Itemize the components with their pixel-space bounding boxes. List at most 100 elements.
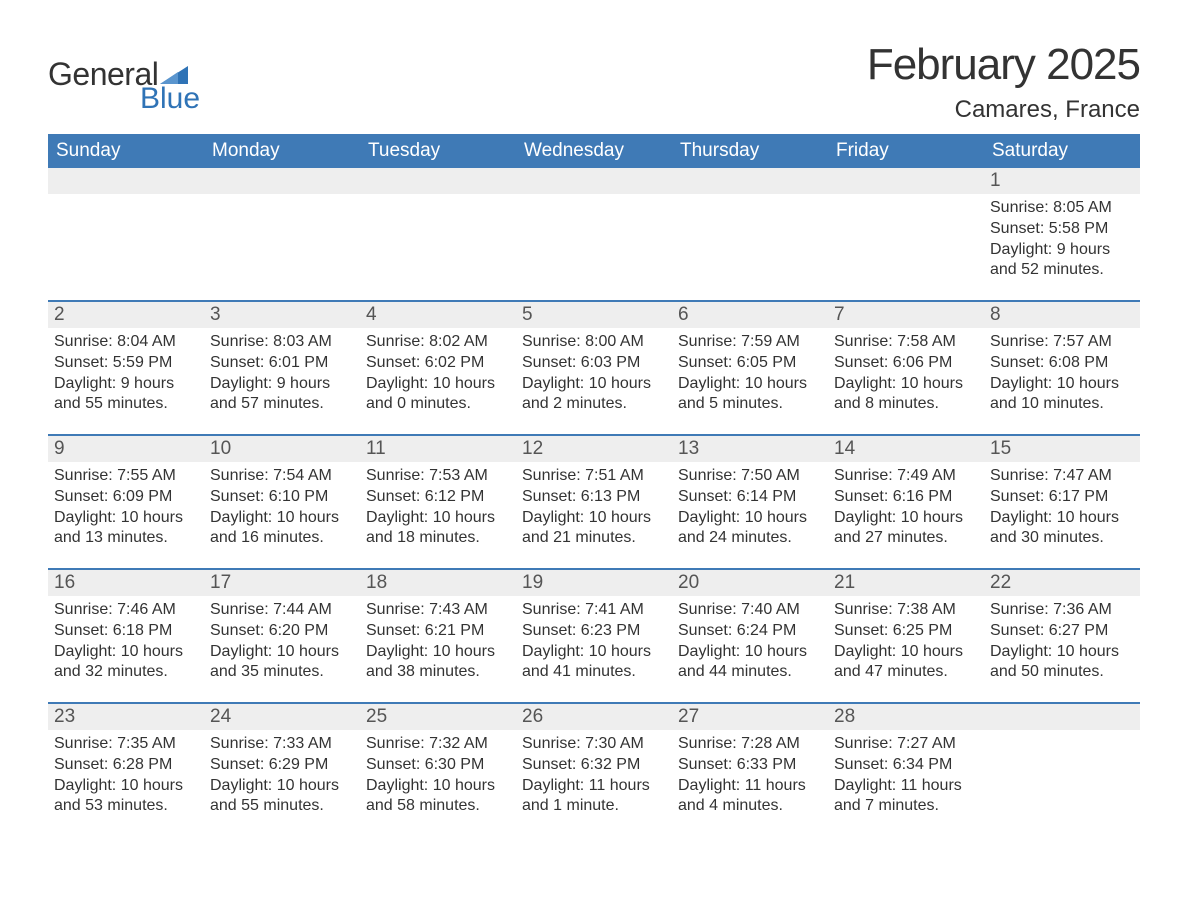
day-content: Sunrise: 7:58 AMSunset: 6:06 PMDaylight:…: [828, 328, 984, 434]
sunset-text: Sunset: 6:20 PM: [210, 621, 354, 642]
daylight-text: Daylight: 10 hours and 50 minutes.: [990, 642, 1134, 684]
sunset-text: Sunset: 6:17 PM: [990, 487, 1134, 508]
sunset-text: Sunset: 6:09 PM: [54, 487, 198, 508]
day-content: Sunrise: 8:00 AMSunset: 6:03 PMDaylight:…: [516, 328, 672, 434]
day-content: Sunrise: 7:46 AMSunset: 6:18 PMDaylight:…: [48, 596, 204, 702]
sunset-text: Sunset: 6:10 PM: [210, 487, 354, 508]
daylight-text: Daylight: 10 hours and 32 minutes.: [54, 642, 198, 684]
daylight-text: Daylight: 10 hours and 24 minutes.: [678, 508, 822, 550]
sunset-text: Sunset: 6:06 PM: [834, 353, 978, 374]
week-row: 232425262728Sunrise: 7:35 AMSunset: 6:28…: [48, 702, 1140, 836]
sunrise-text: Sunrise: 7:57 AM: [990, 332, 1134, 353]
day-content: Sunrise: 7:35 AMSunset: 6:28 PMDaylight:…: [48, 730, 204, 836]
title-block: February 2025 Camares, France: [867, 40, 1140, 124]
daylight-text: Daylight: 10 hours and 10 minutes.: [990, 374, 1134, 416]
sunrise-text: Sunrise: 7:38 AM: [834, 600, 978, 621]
sunset-text: Sunset: 6:33 PM: [678, 755, 822, 776]
day-number: 25: [360, 704, 516, 730]
sunrise-text: Sunrise: 7:49 AM: [834, 466, 978, 487]
day-content: [516, 194, 672, 300]
sunset-text: Sunset: 6:13 PM: [522, 487, 666, 508]
sunset-text: Sunset: 6:34 PM: [834, 755, 978, 776]
weekday-header: Sunday Monday Tuesday Wednesday Thursday…: [48, 134, 1140, 168]
daylight-text: Daylight: 10 hours and 58 minutes.: [366, 776, 510, 818]
sunrise-text: Sunrise: 8:00 AM: [522, 332, 666, 353]
sunset-text: Sunset: 6:25 PM: [834, 621, 978, 642]
sunset-text: Sunset: 6:08 PM: [990, 353, 1134, 374]
day-number: 15: [984, 436, 1140, 462]
sunset-text: Sunset: 6:01 PM: [210, 353, 354, 374]
logo-triangle-icon: [160, 64, 188, 84]
day-number: 5: [516, 302, 672, 328]
sunset-text: Sunset: 6:05 PM: [678, 353, 822, 374]
daylight-text: Daylight: 10 hours and 5 minutes.: [678, 374, 822, 416]
day-content: Sunrise: 7:32 AMSunset: 6:30 PMDaylight:…: [360, 730, 516, 836]
day-number: 4: [360, 302, 516, 328]
daylight-text: Daylight: 10 hours and 27 minutes.: [834, 508, 978, 550]
daylight-text: Daylight: 10 hours and 8 minutes.: [834, 374, 978, 416]
content-row: Sunrise: 7:46 AMSunset: 6:18 PMDaylight:…: [48, 596, 1140, 702]
sunset-text: Sunset: 5:59 PM: [54, 353, 198, 374]
day-content: Sunrise: 7:54 AMSunset: 6:10 PMDaylight:…: [204, 462, 360, 568]
sunrise-text: Sunrise: 8:05 AM: [990, 198, 1134, 219]
day-content: Sunrise: 7:47 AMSunset: 6:17 PMDaylight:…: [984, 462, 1140, 568]
sunset-text: Sunset: 6:14 PM: [678, 487, 822, 508]
content-row: Sunrise: 8:05 AMSunset: 5:58 PMDaylight:…: [48, 194, 1140, 300]
day-content: Sunrise: 7:44 AMSunset: 6:20 PMDaylight:…: [204, 596, 360, 702]
day-number: 18: [360, 570, 516, 596]
weekday-sunday: Sunday: [48, 134, 204, 168]
daynum-row: 9101112131415: [48, 434, 1140, 462]
sunrise-text: Sunrise: 7:55 AM: [54, 466, 198, 487]
day-number: 11: [360, 436, 516, 462]
content-row: Sunrise: 7:35 AMSunset: 6:28 PMDaylight:…: [48, 730, 1140, 836]
daylight-text: Daylight: 10 hours and 55 minutes.: [210, 776, 354, 818]
day-number: 10: [204, 436, 360, 462]
sunset-text: Sunset: 6:12 PM: [366, 487, 510, 508]
daylight-text: Daylight: 11 hours and 4 minutes.: [678, 776, 822, 818]
day-number: 26: [516, 704, 672, 730]
day-content: Sunrise: 7:28 AMSunset: 6:33 PMDaylight:…: [672, 730, 828, 836]
day-content: Sunrise: 8:05 AMSunset: 5:58 PMDaylight:…: [984, 194, 1140, 300]
day-number: 9: [48, 436, 204, 462]
daylight-text: Daylight: 10 hours and 38 minutes.: [366, 642, 510, 684]
daylight-text: Daylight: 11 hours and 7 minutes.: [834, 776, 978, 818]
day-content: Sunrise: 7:53 AMSunset: 6:12 PMDaylight:…: [360, 462, 516, 568]
month-title: February 2025: [867, 40, 1140, 90]
week-row: 2345678Sunrise: 8:04 AMSunset: 5:59 PMDa…: [48, 300, 1140, 434]
daylight-text: Daylight: 11 hours and 1 minute.: [522, 776, 666, 818]
location: Camares, France: [867, 96, 1140, 124]
day-content: Sunrise: 7:41 AMSunset: 6:23 PMDaylight:…: [516, 596, 672, 702]
day-content: Sunrise: 7:57 AMSunset: 6:08 PMDaylight:…: [984, 328, 1140, 434]
content-row: Sunrise: 8:04 AMSunset: 5:59 PM Daylight:…: [48, 328, 1140, 434]
day-number: 3: [204, 302, 360, 328]
daylight-text: Daylight: 10 hours and 16 minutes.: [210, 508, 354, 550]
day-content: [360, 194, 516, 300]
sunrise-text: Sunrise: 8:02 AM: [366, 332, 510, 353]
day-number: 2: [48, 302, 204, 328]
day-number: [516, 168, 672, 194]
sunrise-text: Sunrise: 7:30 AM: [522, 734, 666, 755]
daylight-text: Daylight: 10 hours and 53 minutes.: [54, 776, 198, 818]
calendar: Sunday Monday Tuesday Wednesday Thursday…: [48, 134, 1140, 836]
day-content: Sunrise: 7:33 AMSunset: 6:29 PMDaylight:…: [204, 730, 360, 836]
sunrise-text: Sunrise: 8:04 AM: [54, 332, 198, 353]
sunrise-text: Sunrise: 7:44 AM: [210, 600, 354, 621]
day-number: [672, 168, 828, 194]
header: General Blue February 2025 Camares, Fran…: [48, 40, 1140, 124]
sunrise-text: Sunrise: 7:58 AM: [834, 332, 978, 353]
sunset-text: Sunset: 6:32 PM: [522, 755, 666, 776]
day-number: 1: [984, 168, 1140, 194]
daylight-text: Daylight: 9 hours and 57 minutes.: [210, 374, 354, 416]
sunrise-text: Sunrise: 7:41 AM: [522, 600, 666, 621]
daylight-text: Daylight: 10 hours and 21 minutes.: [522, 508, 666, 550]
day-content: Sunrise: 8:02 AMSunset: 6:02 PMDaylight:…: [360, 328, 516, 434]
weekday-thursday: Thursday: [672, 134, 828, 168]
day-number: 7: [828, 302, 984, 328]
daylight-text: Daylight: 10 hours and 35 minutes.: [210, 642, 354, 684]
day-number: 21: [828, 570, 984, 596]
sunrise-text: Sunrise: 7:46 AM: [54, 600, 198, 621]
day-content: [984, 730, 1140, 836]
day-number: 13: [672, 436, 828, 462]
day-content: [48, 194, 204, 300]
sunset-text: Sunset: 6:16 PM: [834, 487, 978, 508]
